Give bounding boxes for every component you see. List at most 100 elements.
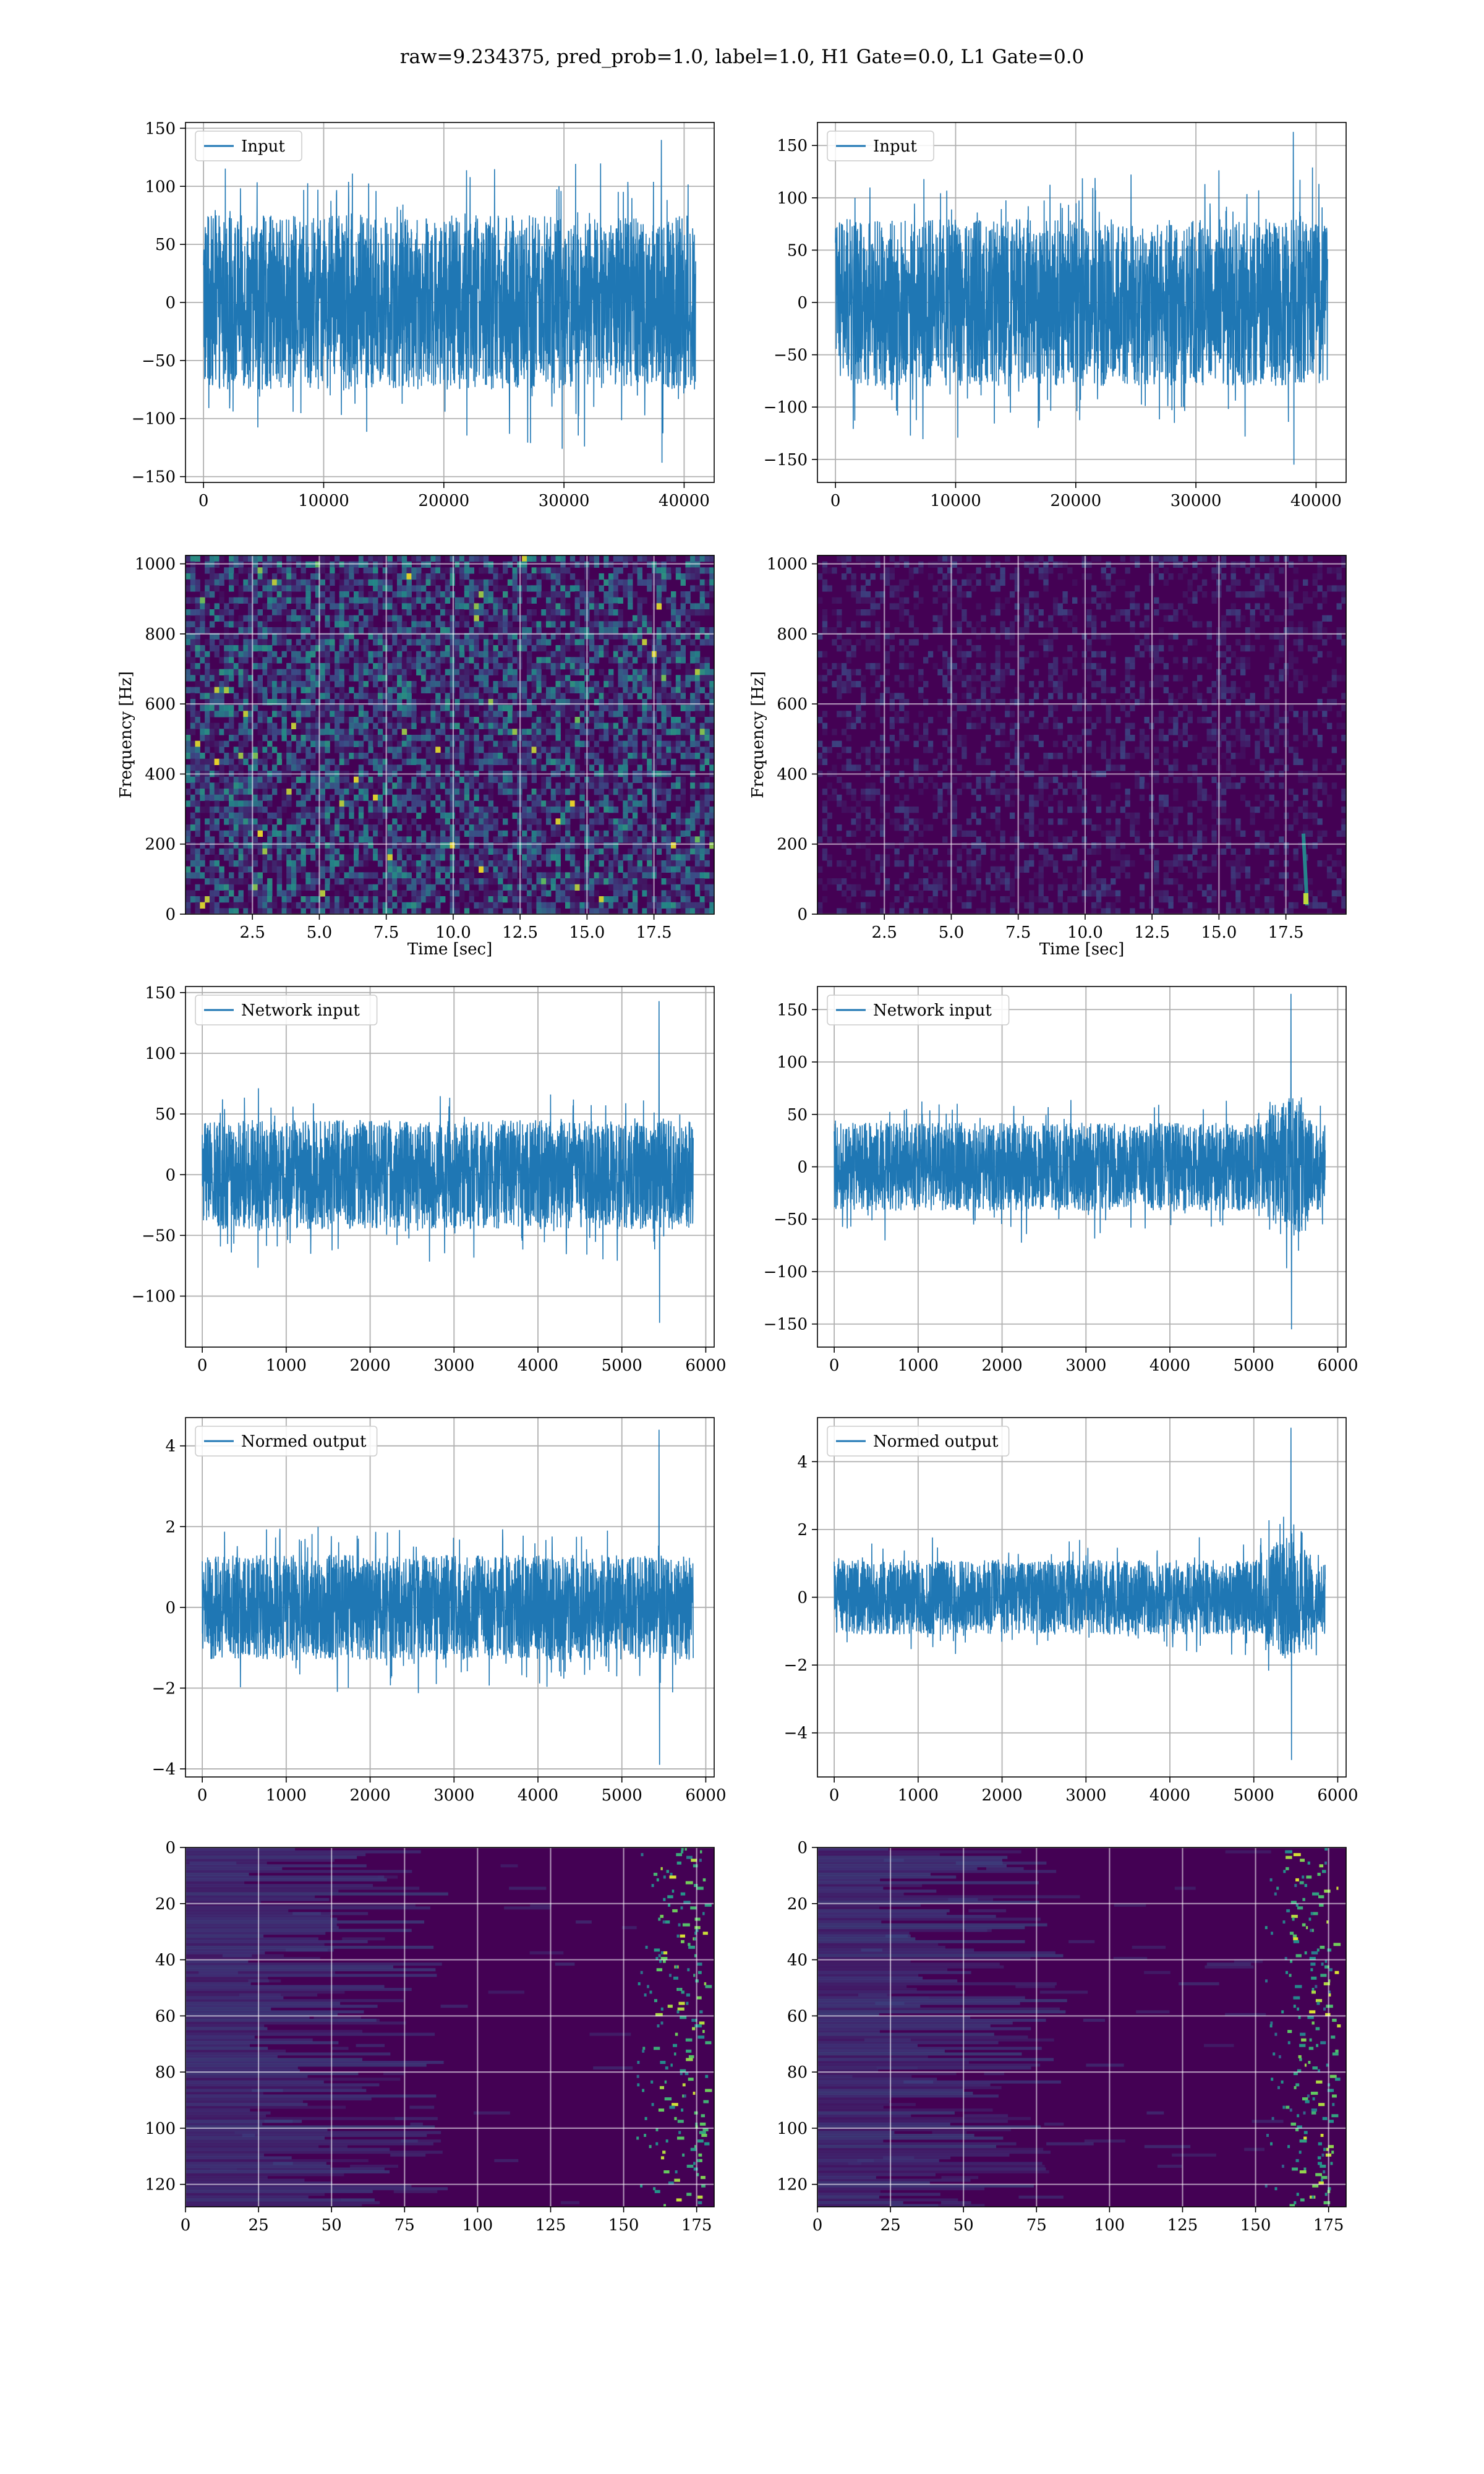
h1-network-input-xtick-label: 2000 <box>349 1356 390 1375</box>
h1-normed-output-xtick-label: 1000 <box>266 1786 307 1805</box>
l1-input-ytick-label: 50 <box>787 241 808 260</box>
l1-input-xtick-label: 30000 <box>1171 492 1222 510</box>
h1-spectrogram-frame <box>185 555 715 915</box>
h1-spectrogram-xtick-label: 10.0 <box>435 923 471 942</box>
h1-network-input-ytick-label: −50 <box>142 1226 176 1245</box>
h1-normed-output-xtick-label: 0 <box>197 1786 208 1805</box>
h1-feature-map-grid <box>186 1847 714 2207</box>
l1-spectrogram-ytick-label: 200 <box>777 836 808 854</box>
h1-spectrogram-xtick-label: 17.5 <box>636 923 672 942</box>
l1-spectrogram-xtick-label: 12.5 <box>1134 923 1170 942</box>
l1-normed-output-xtick-label: 1000 <box>898 1786 939 1805</box>
h1-input-series-line <box>203 140 696 463</box>
l1-network-input-ytick-label: 100 <box>777 1053 808 1072</box>
figure-suptitle: raw=9.234375, pred_prob=1.0, label=1.0, … <box>400 46 1085 68</box>
l1-input-legend: Input <box>827 131 934 161</box>
h1-normed-output-xtick-label: 3000 <box>433 1786 474 1805</box>
l1-input-ticks: 0 10000 20000 30000 40000 −150 −100 −50 0 50 100 15… <box>764 137 1342 510</box>
l1-spectrogram-xtick-label: 17.5 <box>1268 923 1304 942</box>
l1-input-ytick-label: −50 <box>774 346 808 365</box>
h1-input-ytick-label: −50 <box>142 352 176 370</box>
l1-spectrogram-frame <box>817 555 1347 915</box>
h1-spectrogram-ticks: 2.5 5.0 7.5 10.0 12.5 15.0 17.5 0 200 400 600 800 10… <box>135 555 672 942</box>
h1-input-content <box>186 122 714 482</box>
l1-input-ytick-label: 0 <box>797 294 808 312</box>
h1-feature-map-xtick-label: 125 <box>535 2216 566 2235</box>
h1-normed-output-xtick-label: 5000 <box>602 1786 642 1805</box>
l1-feature-map-ytick-label: 120 <box>777 2176 808 2194</box>
h1-spectrogram-ytick-label: 600 <box>145 695 176 714</box>
h1-input-ytick-label: 0 <box>165 294 176 312</box>
l1-spectrogram-xtick-label: 2.5 <box>872 923 897 942</box>
l1-normed-output-ytick-label: −2 <box>784 1656 808 1675</box>
l1-spectrogram-xlabel: Time [sec] <box>1039 940 1125 959</box>
h1-spectrogram-xlabel: Time [sec] <box>407 940 493 959</box>
l1-spectrogram-ytick-label: 0 <box>797 905 808 924</box>
l1-input-ytick-label: −100 <box>764 398 808 417</box>
h1-feature-map-ticks: 0 25 50 75 100 125 150 175 0 20 40 60 80 100 120 <box>145 1839 712 2235</box>
l1-network-input-ytick-label: −100 <box>764 1263 808 1282</box>
h1-spectrogram-ylabel: Frequency [Hz] <box>117 671 135 798</box>
l1-normed-output-xtick-label: 4000 <box>1149 1786 1190 1805</box>
h1-feature-map-ytick-label: 20 <box>155 1895 176 1914</box>
l1-feature-map-ytick-label: 0 <box>797 1839 808 1857</box>
l1-normed-output-ticks: 0 1000 2000 3000 4000 5000 6000 −4 −2 0 2 4 <box>784 1453 1358 1805</box>
h1-spectrogram-grid <box>186 555 714 914</box>
l1-network-input-ytick-label: 50 <box>787 1106 808 1124</box>
h1-normed-output-ytick-label: 4 <box>165 1437 176 1456</box>
l1-feature-map-xtick-label: 75 <box>1026 2216 1047 2235</box>
h1-network-input-ytick-label: 50 <box>155 1105 176 1124</box>
l1-network-input-xtick-label: 5000 <box>1234 1356 1274 1375</box>
h1-spectrogram-ytick-label: 0 <box>165 905 176 924</box>
l1-spectrogram-xtick-label: 15.0 <box>1201 923 1237 942</box>
l1-network-input-ytick-label: 0 <box>797 1158 808 1177</box>
h1-spectrogram-axes: 2.5 5.0 7.5 10.0 12.5 15.0 17.5 0 200 400 600 800 10… <box>117 555 715 959</box>
h1-spectrogram-xtick-label: 12.5 <box>502 923 538 942</box>
l1-network-input-legend: Network input <box>827 995 1010 1025</box>
l1-feature-map-xtick-label: 25 <box>881 2216 901 2235</box>
h1-normed-output-xtick-label: 6000 <box>685 1786 726 1805</box>
l1-normed-output-axes: Normed output 0 1000 2000 3000 4000 5000 6000 −4… <box>784 1417 1358 1805</box>
h1-input-xtick-label: 30000 <box>539 492 590 510</box>
l1-feature-map-xtick-label: 150 <box>1240 2216 1271 2235</box>
h1-input-ticks: 0 10000 20000 30000 40000 −150 −100 −50 0 50 100 15… <box>132 119 710 510</box>
h1-normed-output-ticks: 0 1000 2000 3000 4000 5000 6000 −4 −2 0 2 4 <box>152 1437 727 1805</box>
l1-normed-output-series-line <box>834 1427 1326 1760</box>
l1-feature-map-xtick-label: 50 <box>953 2216 974 2235</box>
l1-network-input-content <box>817 987 1346 1347</box>
h1-spectrogram-ytick-label: 800 <box>145 625 176 644</box>
l1-feature-map-image <box>817 1847 1346 2207</box>
h1-normed-output-legend-label: Normed output <box>241 1432 367 1451</box>
l1-feature-map-ticks: 0 25 50 75 100 125 150 175 0 20 40 60 80 100 120 <box>777 1839 1344 2235</box>
h1-feature-map-image <box>186 1847 714 2207</box>
h1-spectrogram-xtick-label: 5.0 <box>307 923 332 942</box>
h1-feature-map-ytick-label: 120 <box>145 2176 176 2194</box>
l1-feature-map-ytick-label: 20 <box>787 1895 808 1914</box>
l1-normed-output-ytick-label: 2 <box>797 1521 808 1539</box>
h1-input-ytick-label: −150 <box>132 468 176 487</box>
l1-feature-map-grid <box>817 1847 1346 2207</box>
h1-input-ytick-label: 50 <box>155 236 176 254</box>
l1-network-input-legend-label: Network input <box>873 1001 992 1020</box>
h1-feature-map-xtick-label: 0 <box>181 2216 191 2235</box>
h1-network-input-xtick-label: 5000 <box>602 1356 642 1375</box>
l1-spectrogram-grid <box>817 555 1346 914</box>
h1-feature-map-xtick-label: 150 <box>608 2216 639 2235</box>
h1-input-axes: Input 0 10000 20000 30000 40000 −150 −100 −50 0 50… <box>132 119 715 510</box>
l1-feature-map-ytick-label: 80 <box>787 2063 808 2082</box>
h1-network-input-ytick-label: 150 <box>145 984 176 1003</box>
l1-normed-output-content <box>817 1418 1346 1777</box>
h1-input-ytick-label: 100 <box>145 178 176 196</box>
l1-spectrogram-xtick-label: 5.0 <box>939 923 964 942</box>
l1-spectrogram-ytick-label: 400 <box>777 765 808 784</box>
h1-network-input-series-line <box>202 1001 694 1323</box>
l1-normed-output-legend: Normed output <box>827 1426 1010 1457</box>
h1-feature-map-frame <box>185 1847 715 2207</box>
l1-input-xtick-label: 0 <box>830 492 841 510</box>
l1-network-input-xtick-label: 4000 <box>1149 1356 1190 1375</box>
h1-network-input-legend-label: Network input <box>241 1001 360 1020</box>
h1-network-input-ytick-label: −100 <box>132 1288 176 1306</box>
l1-input-xtick-label: 20000 <box>1050 492 1101 510</box>
